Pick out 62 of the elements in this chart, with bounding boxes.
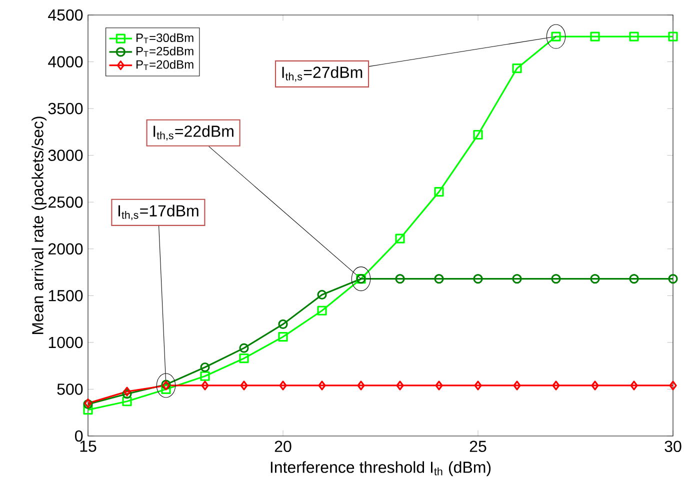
point xyxy=(552,380,560,390)
point xyxy=(317,290,327,300)
legend-label: P$_{T}$=25dBm xyxy=(136,46,194,57)
point xyxy=(122,389,132,399)
point xyxy=(434,187,444,197)
y-tick-label: 3500 xyxy=(48,102,83,114)
point xyxy=(83,405,93,415)
point xyxy=(629,274,639,284)
point xyxy=(239,354,249,364)
point xyxy=(551,274,561,284)
y-tick-label: 4500 xyxy=(48,9,83,21)
point xyxy=(200,371,210,381)
point xyxy=(668,32,678,42)
y-tick-label: 2500 xyxy=(48,196,83,208)
point xyxy=(201,380,209,390)
point xyxy=(474,380,482,390)
point xyxy=(278,332,288,342)
point xyxy=(629,32,639,42)
point xyxy=(278,319,288,329)
x-axis-title: Interference threshold I$_{th}$ (dBm) xyxy=(270,461,491,476)
y-tick-label: 0 xyxy=(75,430,83,442)
point xyxy=(317,306,327,316)
annotation: I$_{th,s}$=22dBm xyxy=(154,125,234,141)
point xyxy=(123,386,131,396)
point xyxy=(590,274,600,284)
x-tick-label: 20 xyxy=(274,440,292,452)
point xyxy=(591,380,599,390)
point xyxy=(200,362,210,372)
x-tick-label: 15 xyxy=(80,440,96,452)
y-tick-label: 500 xyxy=(57,384,83,395)
point xyxy=(239,343,249,353)
annotation: I$_{th,s}$=27dBm xyxy=(282,66,362,82)
point xyxy=(512,274,522,284)
x-tick-label: 25 xyxy=(470,440,486,452)
point xyxy=(473,130,483,140)
point xyxy=(513,380,521,390)
point xyxy=(279,380,287,390)
point xyxy=(512,64,522,74)
point xyxy=(395,274,405,284)
y-tick-label: 1500 xyxy=(48,290,83,302)
point xyxy=(122,396,132,406)
y-tick-label: 1000 xyxy=(48,336,83,348)
legend-label: P$_{T}$=20dBm xyxy=(136,60,194,70)
annotation: I$_{th,s}$=17dBm xyxy=(118,204,198,220)
y-tick-label: 2000 xyxy=(48,243,83,255)
point xyxy=(240,380,248,390)
point xyxy=(396,380,404,390)
legend-label: P$_{T}$=30dBm xyxy=(136,33,194,44)
point xyxy=(395,234,405,244)
x-tick-label: 30 xyxy=(664,440,682,452)
y-tick-label: 3000 xyxy=(48,150,83,161)
point xyxy=(669,380,677,390)
point xyxy=(630,380,638,390)
point xyxy=(434,274,444,284)
point xyxy=(318,380,326,390)
point xyxy=(473,274,483,284)
y-axis-title: Mean arrival rate (packets/sec) xyxy=(32,116,47,334)
point xyxy=(357,380,365,390)
point xyxy=(590,32,600,42)
y-tick-label: 4000 xyxy=(48,56,83,68)
point xyxy=(668,274,678,284)
point xyxy=(435,380,443,390)
